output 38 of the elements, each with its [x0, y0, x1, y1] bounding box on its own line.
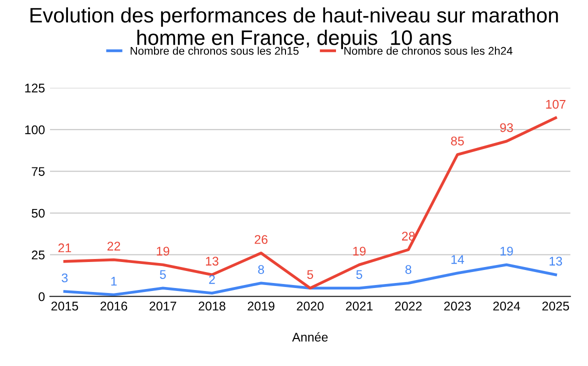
data-label: 8 — [258, 265, 264, 274]
y-tick-label: 125 — [25, 84, 45, 92]
data-label: 93 — [500, 123, 513, 132]
x-tick-label: 2018 — [198, 302, 226, 311]
x-tick-label: 2019 — [248, 302, 274, 311]
x-axis-title: Année — [292, 332, 328, 342]
data-label: 2 — [209, 275, 215, 284]
data-label: 19 — [156, 246, 170, 256]
x-tick-label: 2016 — [100, 302, 128, 311]
data-label: 8 — [405, 265, 412, 274]
y-tick-label: 100 — [25, 125, 45, 134]
data-label: 22 — [107, 242, 120, 250]
data-label: 21 — [58, 243, 72, 252]
x-tick-label: 2022 — [395, 302, 422, 311]
data-label: 5 — [307, 270, 314, 279]
data-label: 107 — [546, 100, 566, 109]
x-tick-label: 2020 — [296, 302, 324, 311]
x-tick-label: 2024 — [493, 302, 520, 311]
x-tick-label: 2025 — [542, 302, 570, 311]
data-label: 5 — [160, 270, 166, 279]
data-label: 13 — [206, 256, 218, 266]
data-label: 13 — [550, 256, 562, 266]
y-tick-label: 25 — [32, 250, 45, 260]
data-label: 1 — [111, 276, 117, 286]
data-label: 85 — [451, 136, 464, 146]
y-tick-label: 0 — [38, 292, 45, 302]
y-tick-label: 75 — [32, 167, 45, 176]
data-label: 5 — [356, 270, 362, 279]
data-label: 19 — [500, 246, 513, 256]
y-tick-label: 50 — [32, 208, 45, 218]
data-label: 14 — [451, 255, 464, 264]
data-label: 19 — [353, 246, 366, 256]
x-tick-label: 2021 — [346, 302, 373, 311]
x-tick-label: 2017 — [150, 302, 176, 311]
x-tick-label: 2015 — [51, 302, 78, 311]
data-label: 26 — [254, 235, 268, 244]
x-tick-label: 2023 — [444, 302, 471, 311]
data-label: 3 — [62, 273, 68, 282]
